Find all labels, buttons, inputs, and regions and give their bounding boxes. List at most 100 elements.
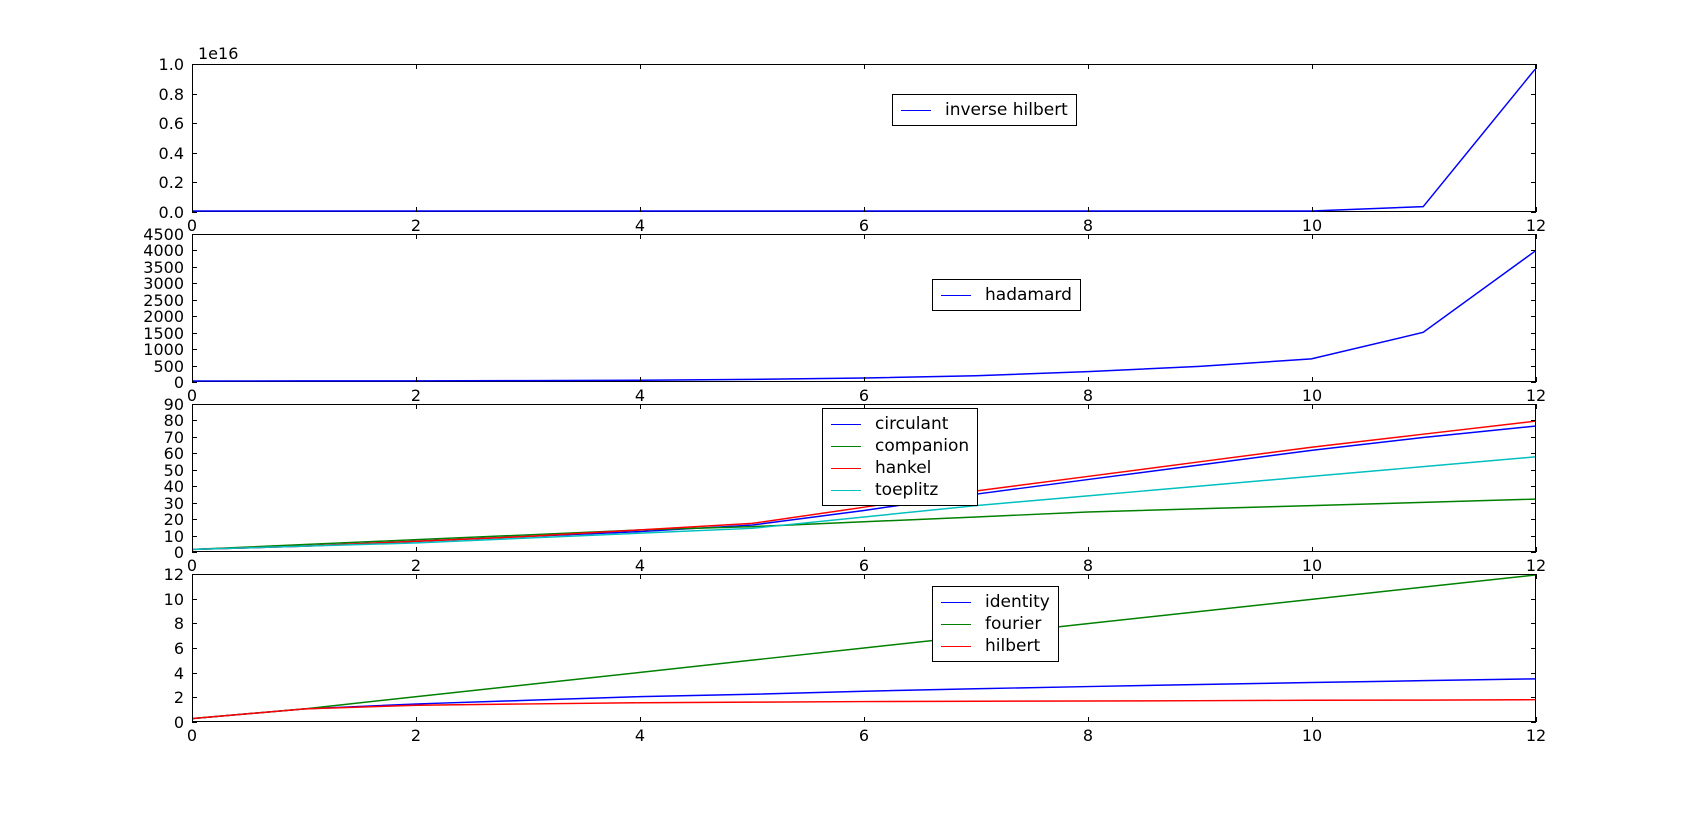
xtick-mark	[416, 547, 417, 552]
ytick-mark	[1531, 123, 1536, 124]
ytick-mark	[1531, 453, 1536, 454]
legend-line	[831, 490, 861, 491]
ytick-label: 1000	[143, 340, 184, 359]
xtick-mark	[864, 574, 865, 579]
ytick-mark	[192, 503, 197, 504]
ytick-mark	[192, 333, 197, 334]
legend-label: circulant	[875, 414, 948, 434]
ytick-mark	[192, 366, 197, 367]
xtick-mark	[1088, 207, 1089, 212]
legend-item: toeplitz	[831, 479, 969, 501]
ytick-label: 70	[164, 428, 184, 447]
ytick-label: 6	[174, 639, 184, 658]
xtick-label: 2	[401, 216, 431, 235]
legend-line	[831, 468, 861, 469]
legend-item: fourier	[941, 613, 1050, 635]
series-hadamard	[193, 251, 1535, 381]
legend-item: hankel	[831, 457, 969, 479]
ytick-label: 4000	[143, 241, 184, 260]
ytick-mark	[1531, 382, 1536, 383]
legend-line	[901, 110, 931, 111]
xtick-label: 0	[177, 726, 207, 745]
xtick-mark	[192, 234, 193, 239]
ytick-label: 30	[164, 494, 184, 513]
xtick-label: 12	[1521, 216, 1551, 235]
xtick-label: 6	[849, 556, 879, 575]
xtick-mark	[1536, 547, 1537, 552]
xtick-mark	[1088, 234, 1089, 239]
subplot-1	[192, 64, 1536, 212]
ytick-label: 10	[164, 527, 184, 546]
legend-label: identity	[985, 592, 1050, 612]
legend: identityfourierhilbert	[932, 586, 1059, 662]
ytick-mark	[1531, 212, 1536, 213]
xtick-mark	[640, 207, 641, 212]
legend-item: hilbert	[941, 635, 1050, 657]
ytick-mark	[1531, 420, 1536, 421]
xtick-mark	[416, 64, 417, 69]
xtick-label: 12	[1521, 556, 1551, 575]
xtick-label: 10	[1297, 726, 1327, 745]
xtick-label: 2	[401, 726, 431, 745]
xtick-mark	[640, 547, 641, 552]
xtick-label: 6	[849, 386, 879, 405]
ytick-mark	[1531, 316, 1536, 317]
ytick-mark	[192, 486, 197, 487]
xtick-label: 8	[1073, 556, 1103, 575]
xtick-mark	[1536, 717, 1537, 722]
legend-item: identity	[941, 591, 1050, 613]
exponent-label-1: 1e16	[198, 44, 238, 63]
ytick-mark	[192, 212, 197, 213]
xtick-mark	[640, 574, 641, 579]
xtick-mark	[1536, 404, 1537, 409]
xtick-mark	[1312, 207, 1313, 212]
xtick-mark	[1312, 574, 1313, 579]
ytick-label: 40	[164, 477, 184, 496]
xtick-mark	[864, 207, 865, 212]
series-fourier	[193, 575, 1535, 719]
legend-label: fourier	[985, 614, 1041, 634]
ytick-mark	[1531, 153, 1536, 154]
ytick-label: 0.2	[159, 173, 184, 192]
xtick-mark	[192, 404, 193, 409]
xtick-mark	[1536, 234, 1537, 239]
ytick-label: 12	[164, 565, 184, 584]
ytick-label: 80	[164, 411, 184, 430]
xtick-mark	[192, 574, 193, 579]
ytick-mark	[1531, 250, 1536, 251]
ytick-mark	[1531, 697, 1536, 698]
legend-item: circulant	[831, 413, 969, 435]
xtick-mark	[1312, 717, 1313, 722]
xtick-mark	[416, 234, 417, 239]
ytick-mark	[1531, 648, 1536, 649]
ytick-mark	[192, 182, 197, 183]
ytick-mark	[192, 519, 197, 520]
legend-line	[941, 295, 971, 296]
ytick-mark	[192, 153, 197, 154]
xtick-mark	[640, 234, 641, 239]
ytick-mark	[192, 536, 197, 537]
ytick-label: 3500	[143, 258, 184, 277]
ytick-mark	[1531, 94, 1536, 95]
xtick-mark	[1312, 404, 1313, 409]
ytick-label: 500	[153, 357, 184, 376]
ytick-label: 0.8	[159, 85, 184, 104]
xtick-mark	[416, 377, 417, 382]
ytick-label: 2	[174, 688, 184, 707]
ytick-mark	[1531, 283, 1536, 284]
legend-line	[941, 624, 971, 625]
xtick-mark	[1536, 377, 1537, 382]
ytick-label: 90	[164, 395, 184, 414]
ytick-mark	[192, 283, 197, 284]
ytick-mark	[192, 437, 197, 438]
xtick-label: 12	[1521, 726, 1551, 745]
ytick-label: 4500	[143, 225, 184, 244]
ytick-label: 0.4	[159, 144, 184, 163]
ytick-label: 10	[164, 590, 184, 609]
xtick-mark	[864, 377, 865, 382]
series-hilbert	[193, 700, 1535, 719]
ytick-mark	[1531, 470, 1536, 471]
xtick-mark	[1088, 717, 1089, 722]
ytick-mark	[192, 316, 197, 317]
xtick-mark	[864, 717, 865, 722]
